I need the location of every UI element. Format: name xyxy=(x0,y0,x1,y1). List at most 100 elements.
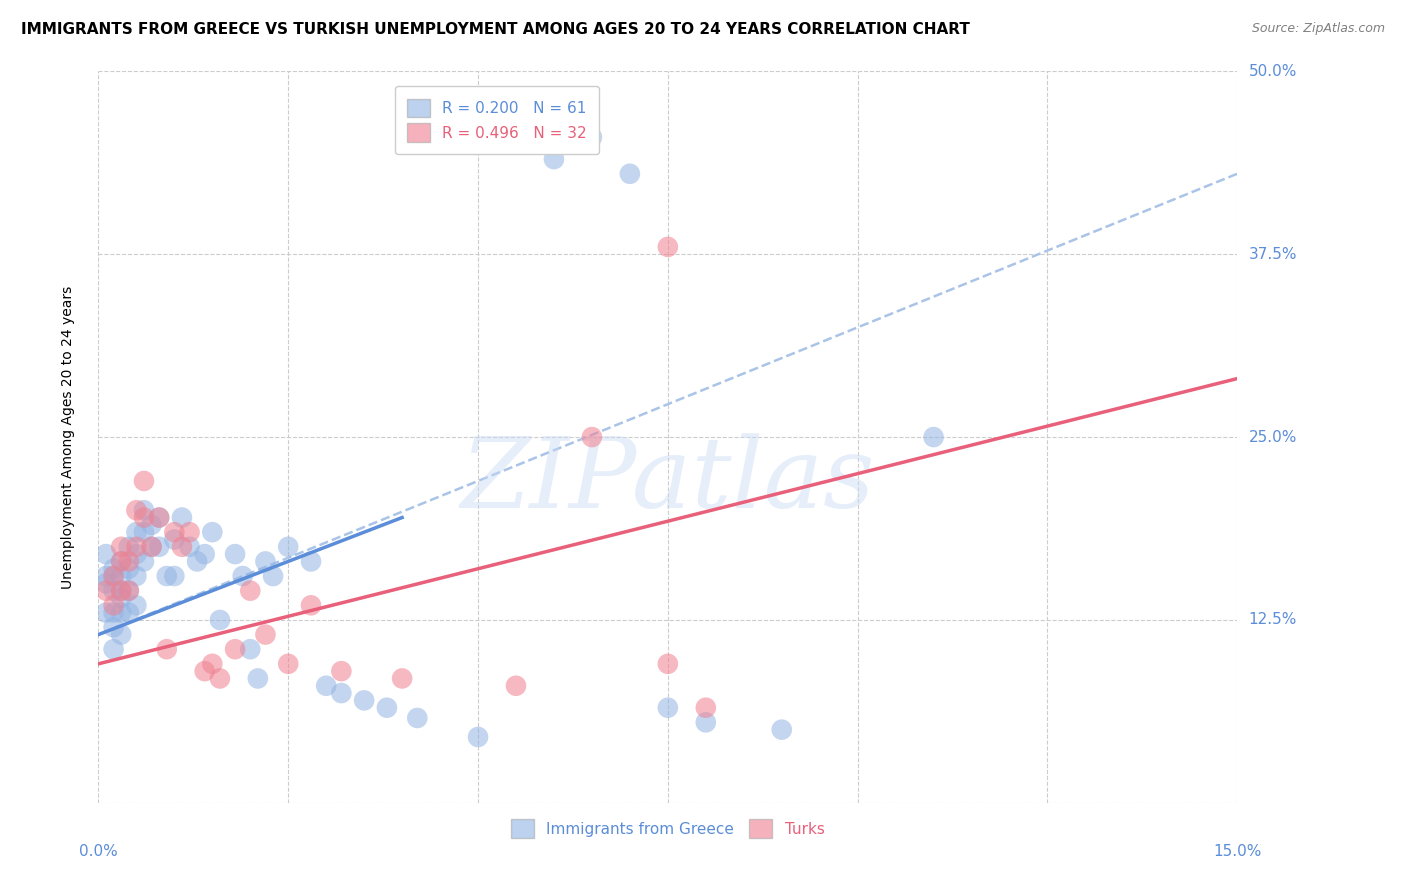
Point xyxy=(353,693,375,707)
Point xyxy=(132,554,155,568)
Point xyxy=(543,152,565,166)
Point xyxy=(148,510,170,524)
Point xyxy=(110,583,132,598)
Text: 15.0%: 15.0% xyxy=(1213,844,1261,859)
Point xyxy=(110,554,132,568)
Text: 12.5%: 12.5% xyxy=(1249,613,1298,627)
Point xyxy=(118,562,141,576)
Point xyxy=(125,547,148,561)
Text: 50.0%: 50.0% xyxy=(1249,64,1298,78)
Point xyxy=(103,606,125,620)
Text: Source: ZipAtlas.com: Source: ZipAtlas.com xyxy=(1251,22,1385,36)
Point xyxy=(505,679,527,693)
Point xyxy=(148,540,170,554)
Point xyxy=(148,510,170,524)
Point xyxy=(103,569,125,583)
Point xyxy=(103,599,125,613)
Point xyxy=(170,510,193,524)
Point xyxy=(132,503,155,517)
Point xyxy=(156,569,179,583)
Point xyxy=(246,672,269,686)
Point xyxy=(156,642,179,657)
Point xyxy=(194,664,217,678)
Text: 0.0%: 0.0% xyxy=(79,844,118,859)
Point xyxy=(163,569,186,583)
Point xyxy=(695,715,717,730)
Point xyxy=(254,627,277,641)
Point xyxy=(103,569,125,583)
Point xyxy=(330,686,353,700)
Point xyxy=(186,554,208,568)
Point xyxy=(224,547,246,561)
Point xyxy=(695,700,717,714)
Point xyxy=(141,540,163,554)
Point xyxy=(163,533,186,547)
Point xyxy=(262,569,284,583)
Point xyxy=(125,525,148,540)
Point xyxy=(232,569,254,583)
Point xyxy=(103,620,125,634)
Point xyxy=(110,569,132,583)
Point xyxy=(201,525,224,540)
Point xyxy=(110,591,132,605)
Point xyxy=(94,547,117,561)
Legend: Immigrants from Greece, Turks: Immigrants from Greece, Turks xyxy=(499,807,837,850)
Point xyxy=(224,642,246,657)
Point xyxy=(208,672,231,686)
Point xyxy=(118,606,141,620)
Point xyxy=(94,583,117,598)
Point xyxy=(254,554,277,568)
Point xyxy=(922,430,945,444)
Point xyxy=(94,606,117,620)
Point xyxy=(125,503,148,517)
Point xyxy=(467,730,489,744)
Point xyxy=(299,599,322,613)
Text: 25.0%: 25.0% xyxy=(1249,430,1298,444)
Point xyxy=(132,525,155,540)
Point xyxy=(277,657,299,671)
Point xyxy=(277,540,299,554)
Point xyxy=(657,657,679,671)
Point xyxy=(118,540,141,554)
Point xyxy=(110,554,132,568)
Point xyxy=(179,540,201,554)
Point xyxy=(125,540,148,554)
Point xyxy=(770,723,793,737)
Point xyxy=(103,642,125,657)
Point xyxy=(170,540,193,554)
Point xyxy=(375,700,398,714)
Point xyxy=(239,642,262,657)
Point xyxy=(110,540,132,554)
Point xyxy=(179,525,201,540)
Point xyxy=(110,583,132,598)
Point xyxy=(315,679,337,693)
Point xyxy=(299,554,322,568)
Point xyxy=(110,606,132,620)
Point xyxy=(141,517,163,532)
Point xyxy=(163,525,186,540)
Point xyxy=(118,583,141,598)
Text: IMMIGRANTS FROM GREECE VS TURKISH UNEMPLOYMENT AMONG AGES 20 TO 24 YEARS CORRELA: IMMIGRANTS FROM GREECE VS TURKISH UNEMPL… xyxy=(21,22,970,37)
Point xyxy=(103,562,125,576)
Point xyxy=(125,599,148,613)
Point xyxy=(132,510,155,524)
Point xyxy=(657,700,679,714)
Point xyxy=(201,657,224,671)
Point xyxy=(330,664,353,678)
Text: 37.5%: 37.5% xyxy=(1249,247,1298,261)
Point xyxy=(110,627,132,641)
Point xyxy=(391,672,413,686)
Point xyxy=(118,583,141,598)
Point xyxy=(619,167,641,181)
Point xyxy=(581,130,603,145)
Point xyxy=(406,711,429,725)
Point xyxy=(657,240,679,254)
Point xyxy=(94,569,117,583)
Point xyxy=(239,583,262,598)
Point xyxy=(194,547,217,561)
Point xyxy=(125,569,148,583)
Text: ZIPatlas: ZIPatlas xyxy=(461,434,875,529)
Y-axis label: Unemployment Among Ages 20 to 24 years: Unemployment Among Ages 20 to 24 years xyxy=(60,285,75,589)
Point xyxy=(581,430,603,444)
Point xyxy=(208,613,231,627)
